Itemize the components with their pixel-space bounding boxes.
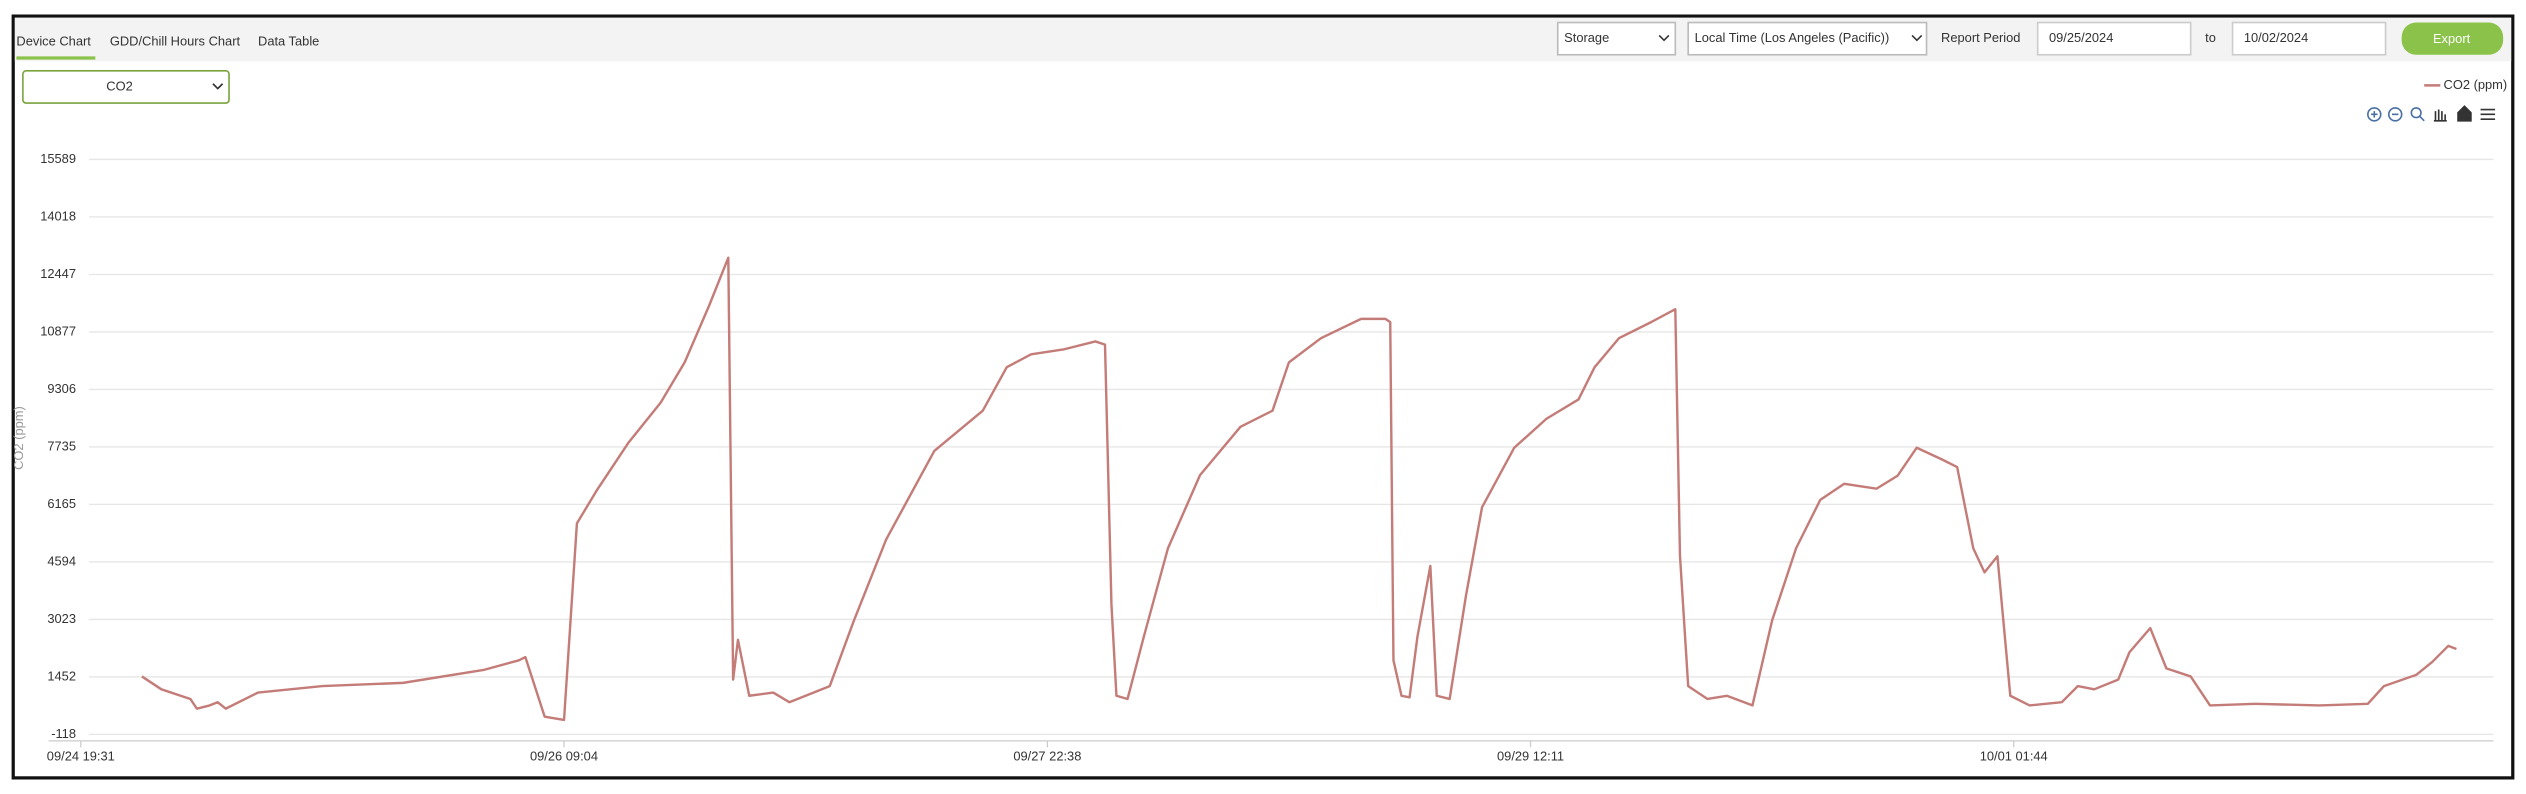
reset[interactable] (2457, 105, 2472, 122)
zoom[interactable] (2410, 107, 2422, 119)
y-tick-label: 10877 (40, 323, 76, 338)
y-tick-label: -118 (51, 726, 76, 741)
timezone-select[interactable] (1687, 21, 1928, 56)
x-tick-label: 09/24 19:31 (47, 748, 115, 763)
to-label: to (2205, 30, 2216, 45)
y-tick-label: 4594 (47, 553, 76, 568)
timezone-value: Local Time (Los Angeles (Pacific)) (1695, 30, 1890, 45)
export-button[interactable] (2401, 22, 2504, 55)
y-tick-label: 14018 (40, 208, 76, 223)
y-tick-label: 3023 (47, 611, 76, 626)
y-tick-label: 12447 (40, 266, 76, 281)
sensor-select[interactable] (22, 70, 230, 104)
pan[interactable] (2433, 109, 2447, 122)
tab[interactable]: Device Chart (16, 33, 91, 48)
y-axis-label: CO2 (ppm) (11, 406, 26, 470)
end-input[interactable] (2231, 21, 2387, 56)
end-value: 10/02/2024 (2244, 30, 2308, 45)
select-arrow (1658, 34, 1670, 42)
y-tick-label: 1452 (47, 668, 76, 683)
y-tick-label: 6165 (47, 496, 76, 511)
select-arrow (212, 83, 224, 90)
data-line (141, 256, 2457, 722)
start-value: 09/25/2024 (2049, 30, 2113, 45)
tab[interactable]: GDD/Chill Hours Chart (110, 33, 241, 48)
sensor-value: CO2 (106, 78, 132, 93)
select-arrow (1911, 34, 1923, 42)
x-tick-label: 09/27 22:38 (1013, 748, 1081, 763)
start-input[interactable] (2036, 21, 2192, 56)
period-label: Report Period (1941, 30, 2020, 45)
x-tick-label: 09/29 12:11 (1497, 748, 1564, 763)
tab[interactable]: Data Table (258, 33, 319, 48)
y-tick-label: 9306 (47, 381, 76, 396)
x-tick-label: 09/26 09:04 (530, 748, 598, 763)
x-tick-label: 10/01 01:44 (1980, 748, 2048, 763)
y-tick-label: 7735 (47, 438, 76, 453)
frame (11, 14, 2515, 780)
location-value: Storage (1564, 30, 1609, 45)
zoom-handle (2418, 115, 2425, 122)
zoom-out[interactable] (2387, 107, 2403, 122)
zoom-in[interactable] (2367, 107, 2382, 122)
legend-label: CO2 (ppm) (2444, 77, 2508, 92)
menu[interactable] (2480, 108, 2496, 120)
zoom-in-sign (2371, 111, 2378, 118)
y-tick-label: 15589 (40, 151, 76, 166)
export-label: Export (2433, 31, 2471, 46)
location-select[interactable] (1556, 21, 1677, 56)
chart-tools (2367, 105, 2496, 122)
